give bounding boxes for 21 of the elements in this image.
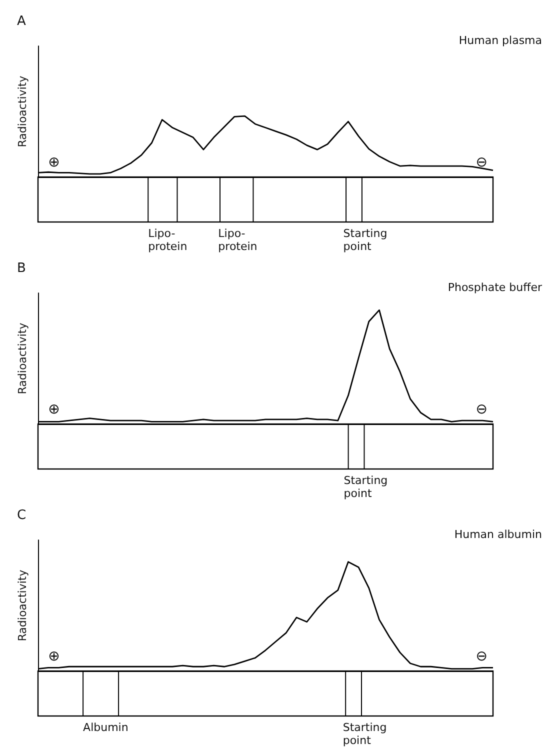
annotation: ⊖ [476, 154, 488, 170]
text: Albumin [83, 721, 128, 734]
text: Starting point [344, 474, 388, 500]
annotation: ⊕ [48, 648, 60, 664]
y-axis-title: Radioactivity [16, 322, 29, 394]
chart-subtitle: Human plasma [458, 34, 542, 47]
text: Starting point [342, 721, 387, 747]
chart-subtitle: Phosphate buffer [448, 281, 542, 294]
annotation: ⊕ [48, 154, 60, 170]
y-axis-title: Radioactivity [16, 75, 29, 148]
text: Starting point [343, 227, 388, 253]
annotation: ⊖ [476, 648, 488, 664]
chart-title: B [17, 261, 26, 276]
chart-subtitle: Human albumin [454, 528, 542, 541]
text: Lipo-protein [218, 227, 258, 253]
chart-title: C [17, 508, 26, 523]
text: Lipo-protein [148, 227, 188, 253]
chart-title: A [17, 14, 26, 29]
annotation: ⊕ [48, 402, 60, 418]
annotation: ⊖ [476, 402, 488, 418]
y-axis-title: Radioactivity [16, 569, 29, 642]
